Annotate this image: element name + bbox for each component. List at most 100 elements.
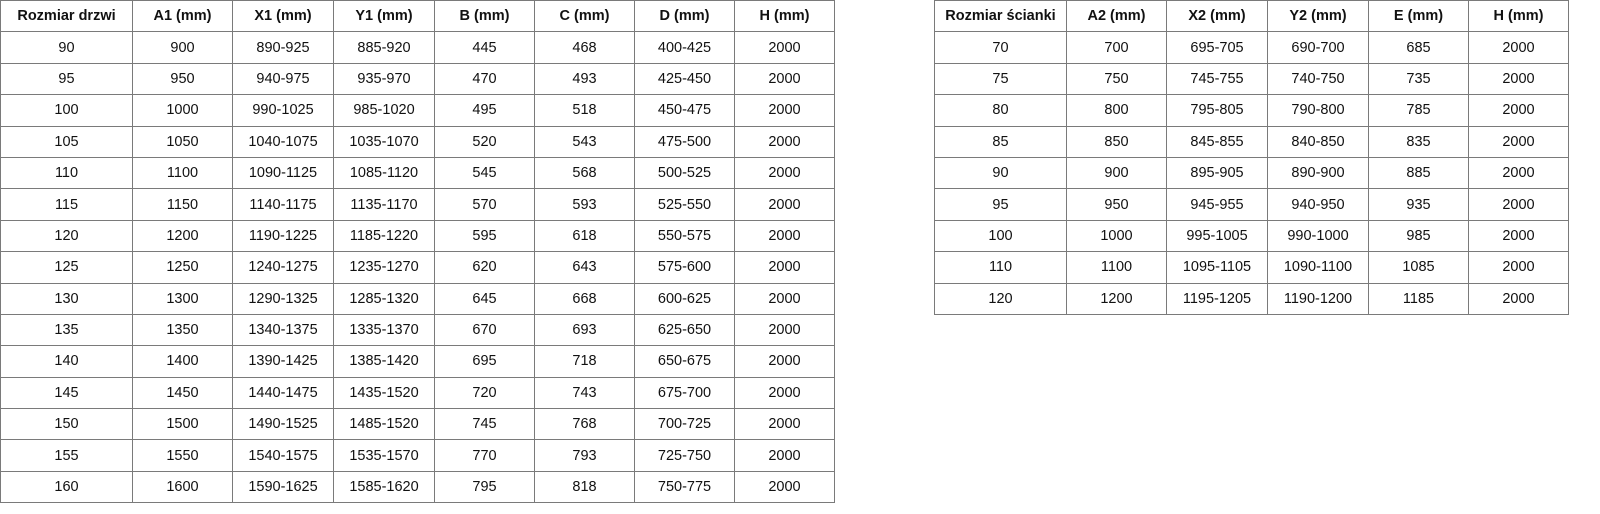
- table-cell: 2000: [734, 188, 835, 221]
- table-row: 130 1300 1290-1325 1285-1320 645 668 600-625 20…: [0, 282, 835, 315]
- table-cell: 1195-1205: [1166, 282, 1268, 315]
- table-cell: 795-805: [1166, 94, 1268, 127]
- table-cell: 2000: [734, 219, 835, 253]
- table-row: 155 1550 1540-1575 1535-1570 770 793 725-750 20…: [0, 439, 835, 472]
- table-cell: 1450: [132, 376, 233, 410]
- table-row: 140 1400 1390-1425 1385-1420 695 718 650-675 20…: [0, 345, 835, 378]
- table-cell: 550-575: [634, 219, 735, 253]
- table-cell: 693: [534, 313, 635, 347]
- table-cell: 1590-1625: [232, 470, 334, 504]
- table-cell: 695: [434, 345, 535, 378]
- table-cell: 1340-1375: [232, 313, 334, 347]
- table-cell: 493: [534, 62, 635, 96]
- table-cell: 545: [434, 156, 535, 190]
- table-cell: 1285-1320: [333, 282, 435, 315]
- table-cell: 525-550: [634, 188, 735, 221]
- table-cell: 795: [434, 470, 535, 504]
- table-cell: 1150: [132, 188, 233, 221]
- table-cell: 520: [434, 125, 535, 158]
- table-cell: 995-1005: [1166, 219, 1268, 253]
- table-cell: 735: [1368, 62, 1469, 96]
- table-cell: 2000: [1468, 156, 1569, 190]
- table-cell: 643: [534, 251, 635, 284]
- table-cell: 1040-1075: [232, 125, 334, 158]
- table-cell: 155: [0, 439, 133, 472]
- table-cell: 818: [534, 470, 635, 504]
- table-cell: 2000: [1468, 94, 1569, 127]
- table-cell: 1290-1325: [232, 282, 334, 315]
- table-cell: 1035-1070: [333, 125, 435, 158]
- column-header: Rozmiar ścianki: [934, 0, 1067, 33]
- table-cell: 495: [434, 94, 535, 127]
- table-cell: 400-425: [634, 31, 735, 64]
- table-cell: 1185-1220: [333, 219, 435, 253]
- table-cell: 100: [0, 94, 133, 127]
- table-cell: 625-650: [634, 313, 735, 347]
- table-cell: 1550: [132, 439, 233, 472]
- column-header: B (mm): [434, 0, 535, 33]
- table-cell: 2000: [1468, 125, 1569, 158]
- table-cell: 1435-1520: [333, 376, 435, 410]
- table-cell: 990-1025: [232, 94, 334, 127]
- column-header: D (mm): [634, 0, 735, 33]
- table-cell: 1085-1120: [333, 156, 435, 190]
- table-cell: 2000: [734, 31, 835, 64]
- table-row: 110 1100 1095-1105 1090-1100 1085 2000: [934, 251, 1569, 284]
- table-cell: 150: [0, 408, 133, 441]
- wall-size-table: Rozmiar ścianki A2 (mm) X2 (mm) Y2 (mm) E (m…: [934, 0, 1569, 315]
- table-cell: 645: [434, 282, 535, 315]
- header-row: Rozmiar drzwi A1 (mm) X1 (mm) Y1 (mm) B (mm)…: [0, 0, 835, 33]
- table-cell: 2000: [734, 251, 835, 284]
- table-cell: 1185: [1368, 282, 1469, 315]
- table-cell: 518: [534, 94, 635, 127]
- table-cell: 1100: [1066, 251, 1167, 284]
- table-cell: 470: [434, 62, 535, 96]
- table-cell: 1350: [132, 313, 233, 347]
- table-cell: 650-675: [634, 345, 735, 378]
- table-cell: 700: [1066, 31, 1167, 64]
- table-cell: 1585-1620: [333, 470, 435, 504]
- table-cell: 885-920: [333, 31, 435, 64]
- table-cell: 900: [132, 31, 233, 64]
- table-cell: 1200: [132, 219, 233, 253]
- table-cell: 1090-1100: [1267, 251, 1369, 284]
- column-header: C (mm): [534, 0, 635, 33]
- table-row: 120 1200 1195-1205 1190-1200 1185 2000: [934, 282, 1569, 315]
- column-header: Y1 (mm): [333, 0, 435, 33]
- table-row: 135 1350 1340-1375 1335-1370 670 693 625-650 20…: [0, 313, 835, 347]
- table-cell: 90: [0, 31, 133, 64]
- table-cell: 2000: [734, 470, 835, 504]
- table-cell: 945-955: [1166, 188, 1268, 221]
- table-cell: 2000: [1468, 31, 1569, 64]
- table-cell: 105: [0, 125, 133, 158]
- table-cell: 950: [1066, 188, 1167, 221]
- table-cell: 445: [434, 31, 535, 64]
- table-cell: 743: [534, 376, 635, 410]
- table-cell: 115: [0, 188, 133, 221]
- table-cell: 2000: [734, 125, 835, 158]
- table-cell: 75: [934, 62, 1067, 96]
- table-cell: 985: [1368, 219, 1469, 253]
- table-cell: 1335-1370: [333, 313, 435, 347]
- table-cell: 2000: [734, 156, 835, 190]
- table-cell: 1235-1270: [333, 251, 435, 284]
- column-header: H (mm): [1468, 0, 1569, 33]
- table-row: 90 900 890-925 885-920 445 468 400-425 2000: [0, 31, 835, 64]
- table-cell: 800: [1066, 94, 1167, 127]
- table-cell: 935-970: [333, 62, 435, 96]
- table-cell: 160: [0, 470, 133, 504]
- table-row: 95 950 940-975 935-970 470 493 425-450 2000: [0, 62, 835, 96]
- table-cell: 543: [534, 125, 635, 158]
- table-cell: 1250: [132, 251, 233, 284]
- table-row: 125 1250 1240-1275 1235-1270 620 643 575-600 20…: [0, 251, 835, 284]
- column-header: Y2 (mm): [1267, 0, 1369, 33]
- table-cell: 793: [534, 439, 635, 472]
- table-cell: 745: [434, 408, 535, 441]
- table-cell: 745-755: [1166, 62, 1268, 96]
- table-cell: 750-775: [634, 470, 735, 504]
- table-cell: 1400: [132, 345, 233, 378]
- table-cell: 1000: [132, 94, 233, 127]
- table-cell: 890-900: [1267, 156, 1369, 190]
- table-cell: 1500: [132, 408, 233, 441]
- table-cell: 2000: [734, 94, 835, 127]
